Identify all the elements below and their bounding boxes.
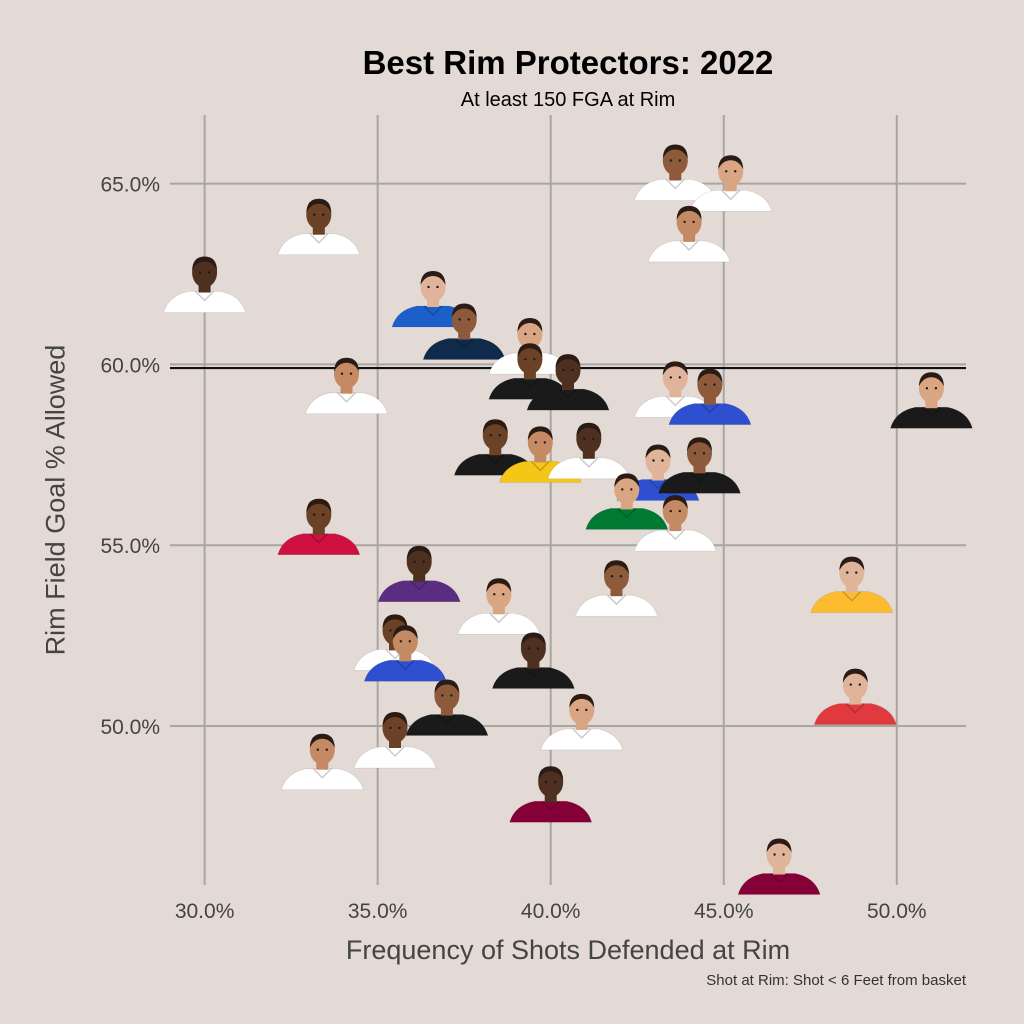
y-axis-ticks: 50.0% 55.0% 60.0% 65.0% — [100, 174, 160, 739]
x-tick-label: 40.0% — [521, 900, 581, 923]
x-tick-label: 45.0% — [694, 900, 754, 923]
y-tick-label: 55.0% — [100, 535, 160, 558]
player-headshot-point — [813, 668, 897, 725]
chart-title: Best Rim Protectors: 2022 — [362, 44, 774, 81]
player-headshot-point — [363, 625, 447, 682]
chart-caption: Shot at Rim: Shot < 6 Feet from basket — [706, 972, 966, 989]
player-headshot-point — [647, 205, 731, 263]
player-headshot-point — [491, 632, 575, 689]
player-headshot-point — [277, 498, 361, 556]
player-headshot-point — [668, 368, 752, 425]
y-tick-label: 65.0% — [100, 174, 160, 197]
player-headshot-point — [405, 679, 489, 736]
y-tick-label: 50.0% — [100, 716, 160, 739]
grid-lines — [170, 115, 966, 885]
player-headshot-point — [163, 256, 247, 313]
player-headshot-point — [540, 693, 624, 751]
player-headshot-point — [526, 354, 610, 411]
player-headshot-point — [585, 473, 669, 530]
y-axis-label: Rim Field Goal % Allowed — [40, 344, 71, 656]
player-headshot-point — [277, 198, 361, 255]
player-headshot-point — [377, 545, 461, 603]
player-headshot-point — [633, 144, 717, 201]
player-headshot-point — [689, 155, 773, 212]
x-tick-label: 30.0% — [175, 900, 235, 923]
player-headshot-point — [633, 495, 717, 552]
player-headshot-point — [810, 556, 894, 613]
player-headshot-point — [353, 712, 437, 769]
x-axis-label: Frequency of Shots Defended at Rim — [345, 935, 791, 965]
player-headshot-point — [305, 357, 388, 415]
player-headshot-point — [658, 437, 741, 494]
player-headshot-point — [509, 766, 593, 823]
x-axis-ticks: 30.0% 35.0% 40.0% 45.0% 50.0% — [175, 900, 927, 923]
x-tick-label: 35.0% — [348, 900, 408, 923]
player-headshot-point — [457, 578, 541, 635]
x-tick-label: 50.0% — [867, 900, 927, 923]
player-headshot-point — [280, 733, 364, 791]
player-headshot-point — [889, 372, 973, 429]
player-headshot-point — [422, 303, 506, 360]
y-tick-label: 60.0% — [100, 354, 160, 377]
chart-subtitle: At least 150 FGA at Rim — [460, 89, 676, 111]
player-headshot-point — [547, 422, 631, 480]
player-headshot-point — [737, 838, 821, 895]
data-points — [163, 144, 973, 895]
player-headshot-point — [575, 560, 658, 617]
